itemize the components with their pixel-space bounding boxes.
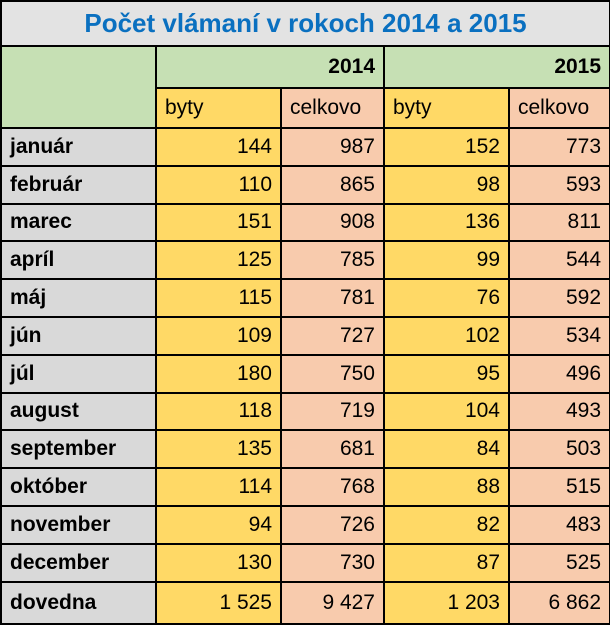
value-cell: 592 — [507, 278, 610, 318]
value-cell: 768 — [280, 467, 385, 507]
column-header: byty — [155, 87, 282, 129]
total-cell: 6 862 — [507, 580, 610, 625]
table-row: byty celkovo byty celkovo — [1, 87, 610, 129]
month-label: január — [0, 127, 157, 167]
value-cell: 811 — [507, 202, 610, 243]
value-cell: 136 — [383, 202, 510, 243]
total-cell: 1 525 — [155, 580, 282, 625]
value-cell: 84 — [383, 429, 510, 470]
value-cell: 544 — [507, 240, 610, 281]
value-cell: 727 — [280, 315, 385, 356]
month-label: december — [0, 542, 157, 583]
value-cell: 593 — [507, 164, 610, 205]
value-cell: 987 — [280, 127, 385, 167]
value-cell: 104 — [383, 391, 510, 432]
total-cell: 1 203 — [383, 580, 510, 625]
table-row: jún 109 727 102 534 — [0, 315, 610, 356]
value-cell: 95 — [383, 353, 510, 394]
year-header: 2014 — [155, 45, 385, 89]
value-cell: 515 — [507, 467, 610, 507]
column-header: byty — [383, 87, 510, 129]
value-cell: 114 — [155, 467, 282, 507]
value-cell: 76 — [383, 278, 510, 318]
table-row: marec 151 908 136 811 — [0, 202, 610, 243]
table-row: august 118 719 104 493 — [0, 391, 610, 432]
month-label: september — [0, 429, 157, 470]
value-cell: 681 — [280, 429, 385, 470]
table-row: november 94 726 82 483 — [0, 504, 610, 545]
value-cell: 82 — [383, 504, 510, 545]
value-cell: 144 — [155, 127, 282, 167]
month-label: február — [0, 164, 157, 205]
month-label: júl — [0, 353, 157, 394]
value-cell: 110 — [155, 164, 282, 205]
table-row: december 130 730 87 525 — [0, 542, 610, 583]
column-header: celkovo — [280, 87, 385, 129]
month-label: jún — [0, 315, 157, 356]
month-label: október — [0, 467, 157, 507]
table-row: január 144 987 152 773 — [0, 127, 610, 167]
value-cell: 98 — [383, 164, 510, 205]
value-cell: 865 — [280, 164, 385, 205]
value-cell: 730 — [280, 542, 385, 583]
month-label: august — [0, 391, 157, 432]
month-label: apríl — [0, 240, 157, 281]
value-cell: 135 — [155, 429, 282, 470]
value-cell: 719 — [280, 391, 385, 432]
month-label: marec — [0, 202, 157, 243]
value-cell: 525 — [507, 542, 610, 583]
value-cell: 102 — [383, 315, 510, 356]
value-cell: 151 — [155, 202, 282, 243]
table-row: február 110 865 98 593 — [0, 164, 610, 205]
value-cell: 87 — [383, 542, 510, 583]
value-cell: 750 — [280, 353, 385, 394]
value-cell: 118 — [155, 391, 282, 432]
month-label: máj — [0, 278, 157, 318]
table-row: máj 115 781 76 592 — [0, 278, 610, 318]
value-cell: 115 — [155, 278, 282, 318]
month-label: november — [0, 504, 157, 545]
value-cell: 88 — [383, 467, 510, 507]
value-cell: 781 — [280, 278, 385, 318]
value-cell: 773 — [507, 127, 610, 167]
value-cell: 908 — [280, 202, 385, 243]
value-cell: 130 — [155, 542, 282, 583]
corner-cell — [0, 45, 157, 129]
value-cell: 503 — [507, 429, 610, 470]
value-cell: 125 — [155, 240, 282, 281]
table-row: júl 180 750 95 496 — [0, 353, 610, 394]
table-row: september 135 681 84 503 — [0, 429, 610, 470]
table-row: dovedna 1 525 9 427 1 203 6 862 — [0, 580, 610, 625]
value-cell: 99 — [383, 240, 510, 281]
table-row: apríl 125 785 99 544 — [0, 240, 610, 281]
value-cell: 785 — [280, 240, 385, 281]
total-cell: 9 427 — [280, 580, 385, 625]
total-label: dovedna — [0, 580, 157, 625]
table-title: Počet vlámaní v rokoch 2014 a 2015 — [0, 0, 610, 47]
table-row: október 114 768 88 515 — [0, 467, 610, 507]
value-cell: 109 — [155, 315, 282, 356]
value-cell: 483 — [507, 504, 610, 545]
value-cell: 496 — [507, 353, 610, 394]
value-cell: 94 — [155, 504, 282, 545]
value-cell: 493 — [507, 391, 610, 432]
value-cell: 180 — [155, 353, 282, 394]
value-cell: 726 — [280, 504, 385, 545]
value-cell: 534 — [507, 315, 610, 356]
table-row: 2014 2015 — [0, 45, 610, 129]
value-cell: 152 — [383, 127, 510, 167]
year-header: 2015 — [382, 45, 610, 89]
column-header: celkovo — [507, 87, 610, 129]
